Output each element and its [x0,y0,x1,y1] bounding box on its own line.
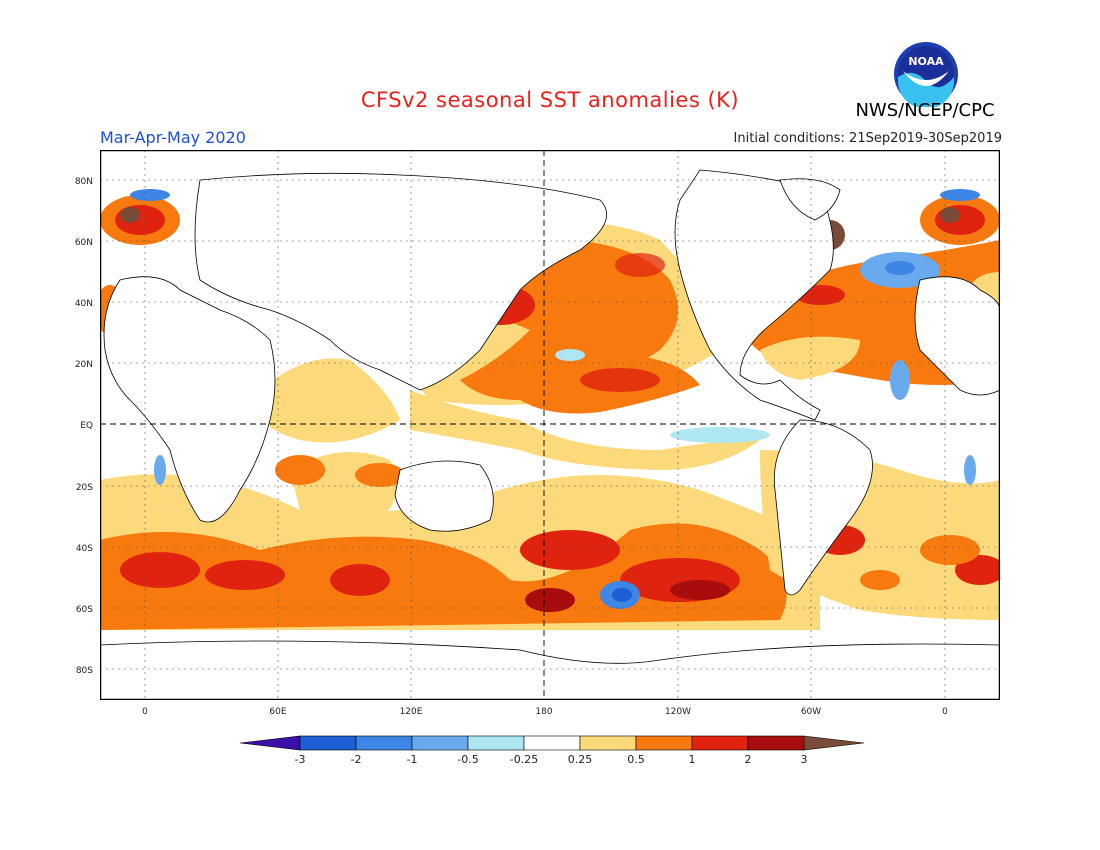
lon-label: 120W [665,707,691,717]
noaa-logo-text: NOAA [908,55,944,68]
colorbar-swatch [523,735,581,751]
lat-label: EQ [80,421,93,431]
lon-label: 180 [535,707,552,717]
lon-label: 0 [142,707,148,717]
land-masses [100,169,1000,700]
sst-anomaly-map [100,150,1000,700]
colorbar-swatch [635,735,693,751]
colorbar-label: 0.5 [627,753,645,766]
colorbar-swatch [411,735,469,751]
lat-label: 80S [76,666,93,676]
colorbar-swatch [691,735,749,751]
colorbar-label: 3 [801,753,808,766]
colorbar: -3 -2 -1 -0.5 -0.25 0.25 0.5 1 2 3 [239,735,865,766]
lat-label: 60N [75,238,93,248]
lat-label: 20N [75,360,93,370]
agency-label: NWS/NCEP/CPC [855,100,995,121]
lat-label: 40S [76,544,93,554]
colorbar-swatch [747,735,805,751]
colorbar-label: -0.25 [510,753,538,766]
colorbar-labels: -3 -2 -1 -0.5 -0.25 0.25 0.5 1 2 3 [295,753,808,766]
season-label: Mar-Apr-May 2020 [100,128,246,147]
map-gridlines [100,150,1000,700]
lon-label: 120E [400,707,423,717]
colorbar-arrow-high [803,735,865,751]
equator-dateline [100,150,1000,700]
colorbar-swatch [299,735,357,751]
colorbar-swatch [467,735,525,751]
lon-label: 60W [801,707,821,717]
colorbar-label: 1 [689,753,696,766]
colorbar-arrow-low [239,735,301,751]
colorbar-label: -0.5 [457,753,478,766]
latitude-axis: 80N 60N 40N 20N EQ 20S 40S 60S 80S [75,177,93,676]
colorbar-label: -3 [295,753,306,766]
lat-label: 20S [76,483,93,493]
colorbar-label: 2 [745,753,752,766]
initial-conditions-label: Initial conditions: 21Sep2019-30Sep2019 [733,131,1002,146]
lat-label: 80N [75,177,93,187]
map-frame [100,150,1000,700]
colorbar-swatches [239,735,865,751]
lon-label: 0 [942,707,948,717]
colorbar-label: -2 [351,753,362,766]
lat-label: 60S [76,605,93,615]
lon-label: 60E [269,707,286,717]
chart-title: CFSv2 seasonal SST anomalies (K) [360,88,740,112]
colorbar-label: 0.25 [568,753,593,766]
colorbar-swatch [579,735,637,751]
colorbar-swatch [355,735,413,751]
lat-label: 40N [75,299,93,309]
anomaly-field [100,189,1000,630]
noaa-logo: NOAA [893,41,959,109]
colorbar-label: -1 [407,753,418,766]
longitude-axis: 0 60E 120E 180 120W 60W 0 [142,707,948,717]
